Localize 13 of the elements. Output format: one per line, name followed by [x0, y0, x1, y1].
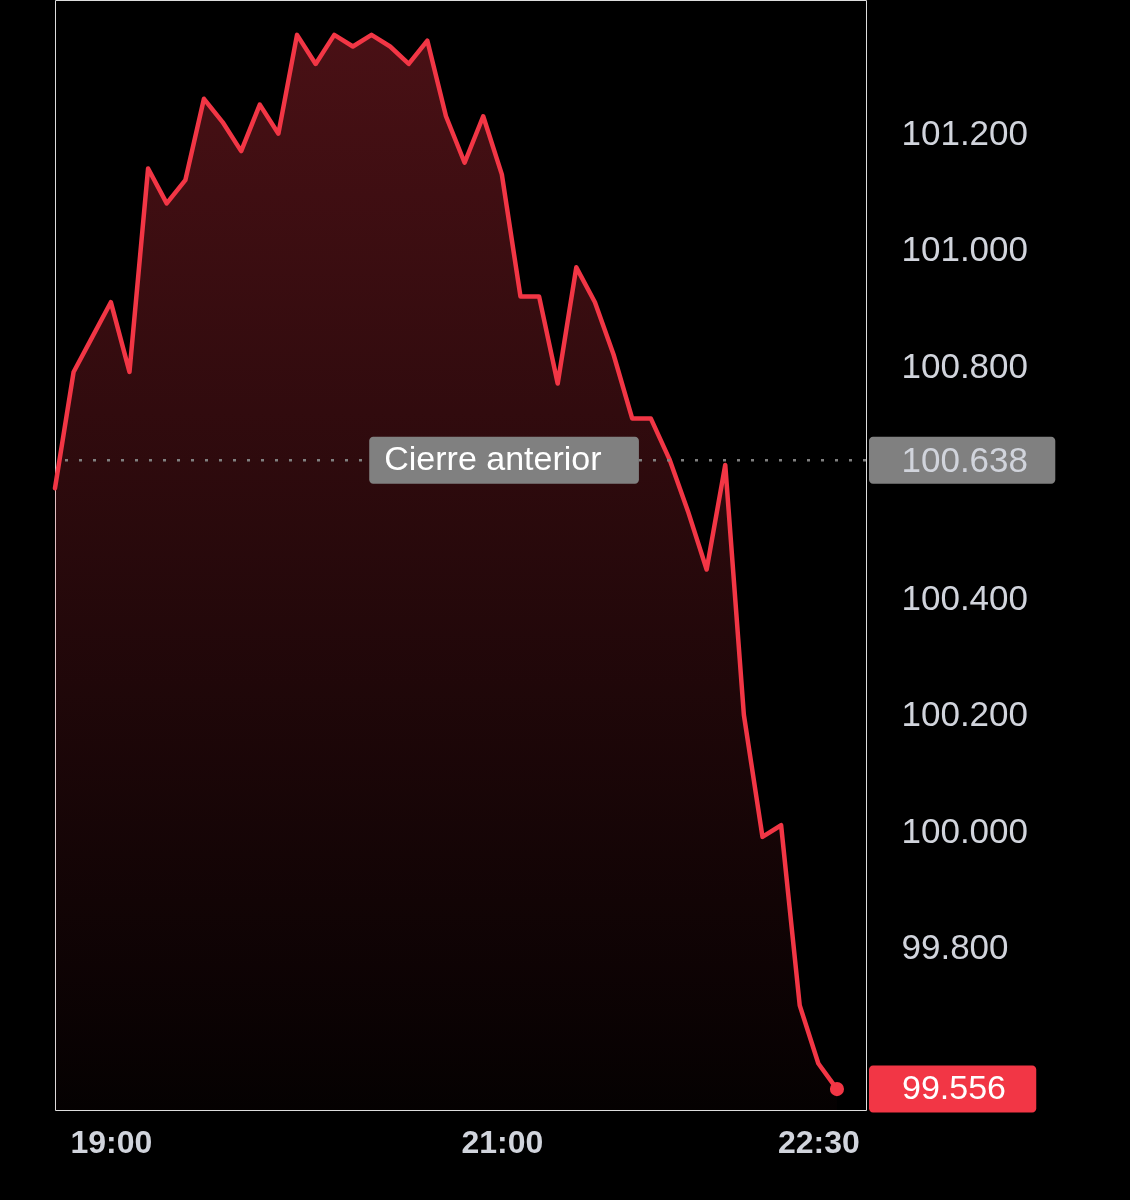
y-tick-label: 100.000 — [901, 810, 1029, 850]
y-tick-label: 100.800 — [901, 345, 1029, 385]
y-tick-label: 100.400 — [901, 578, 1029, 618]
y-tick-label: 100.638 — [901, 439, 1029, 479]
x-tick-label: 22:30 — [777, 1123, 860, 1160]
y-tick-label: 101.200 — [901, 113, 1029, 153]
data-label: 99.556 — [902, 1068, 1006, 1107]
ref-line-label: Cierre anterior — [384, 439, 602, 478]
x-tick-label: 19:00 — [70, 1123, 153, 1160]
x-tick-label: 21:00 — [461, 1123, 544, 1160]
y-tick-label: 100.200 — [901, 694, 1029, 734]
y-tick-label: 99.800 — [901, 926, 1009, 966]
y-tick-label: 101.000 — [901, 229, 1029, 269]
